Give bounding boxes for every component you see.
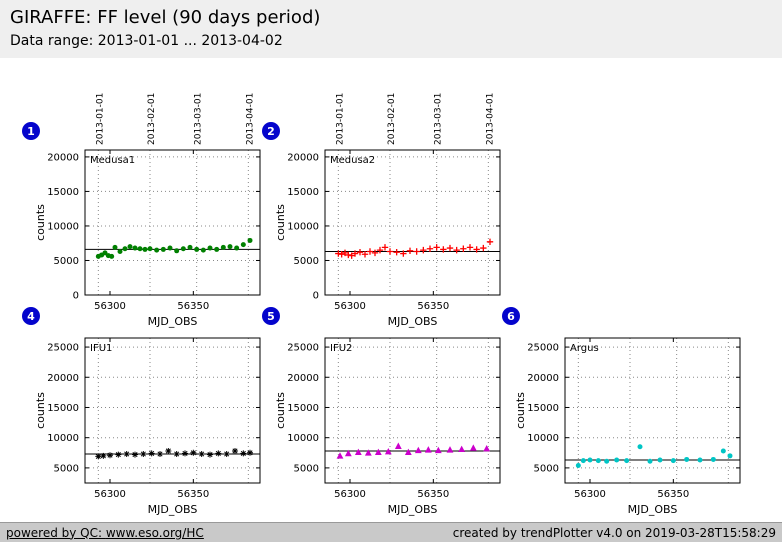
panel-number-badge-4: 4	[22, 307, 40, 325]
svg-text:10000: 10000	[287, 433, 319, 444]
svg-text:10000: 10000	[47, 433, 79, 444]
svg-text:20000: 20000	[287, 152, 319, 163]
chart-canvas-medusa2: 0 5000 10000 15000 20000 2013-01-01 2013-02-01…	[274, 93, 501, 328]
svg-text:56300: 56300	[94, 301, 126, 312]
chart-panel-ifu1: 5000 10000 15000 20000 25000 56300 56350 IFU1 co…	[30, 330, 275, 523]
svg-text:2013-01-01: 2013-01-01	[335, 93, 345, 145]
svg-text:Argus: Argus	[570, 343, 599, 354]
svg-text:25000: 25000	[527, 343, 559, 354]
svg-text:5000: 5000	[294, 463, 319, 474]
svg-text:15000: 15000	[47, 187, 79, 198]
svg-text:2013-04-01: 2013-04-01	[245, 93, 255, 145]
svg-text:IFU1: IFU1	[90, 343, 112, 354]
svg-text:15000: 15000	[287, 403, 319, 414]
report-header: GIRAFFE: FF level (90 days period) Data …	[0, 0, 782, 58]
svg-text:56300: 56300	[334, 301, 366, 312]
chart-canvas-ifu1: 5000 10000 15000 20000 25000 56300 56350 IFU1 co…	[34, 337, 261, 516]
svg-text:25000: 25000	[47, 343, 79, 354]
svg-text:5000: 5000	[294, 256, 319, 267]
svg-text:5000: 5000	[54, 256, 79, 267]
panel-number-badge-2: 2	[262, 122, 280, 140]
svg-text:2013-03-01: 2013-03-01	[434, 93, 444, 145]
svg-text:56350: 56350	[417, 489, 449, 500]
panel-number-badge-6: 6	[502, 307, 520, 325]
svg-text:2013-03-01: 2013-03-01	[194, 93, 204, 145]
svg-text:10000: 10000	[527, 433, 559, 444]
chart-canvas-argus: 5000 10000 15000 20000 25000 56300 56350 Argus c…	[514, 337, 741, 516]
chart-canvas-ifu2: 5000 10000 15000 20000 25000 56300 56350 IFU2 co…	[274, 337, 501, 516]
svg-text:20000: 20000	[47, 373, 79, 384]
svg-text:MJD_OBS: MJD_OBS	[148, 503, 198, 516]
svg-text:IFU2: IFU2	[330, 343, 352, 354]
svg-text:2013-02-01: 2013-02-01	[387, 93, 397, 145]
svg-text:20000: 20000	[527, 373, 559, 384]
svg-text:MJD_OBS: MJD_OBS	[628, 503, 678, 516]
page-title: GIRAFFE: FF level (90 days period)	[10, 7, 321, 28]
svg-text:counts: counts	[274, 392, 287, 429]
svg-text:20000: 20000	[47, 152, 79, 163]
svg-text:MJD_OBS: MJD_OBS	[388, 315, 438, 328]
svg-text:0: 0	[313, 291, 319, 302]
svg-text:Medusa2: Medusa2	[330, 155, 375, 166]
svg-text:Medusa1: Medusa1	[90, 155, 135, 166]
svg-text:56350: 56350	[177, 489, 209, 500]
svg-text:5000: 5000	[54, 463, 79, 474]
svg-text:MJD_OBS: MJD_OBS	[388, 503, 438, 516]
chart-panel-medusa1: 0 5000 10000 15000 20000 2013-01-01 2013-02-01…	[30, 80, 275, 335]
svg-text:counts: counts	[274, 204, 287, 241]
svg-text:2013-02-01: 2013-02-01	[147, 93, 157, 145]
footer-powered-by: powered by QC: www.eso.org/HC	[6, 526, 204, 540]
svg-text:56350: 56350	[657, 489, 689, 500]
report-footer: powered by QC: www.eso.org/HC created by…	[0, 522, 782, 542]
qc-link[interactable]: www.eso.org/HC	[105, 525, 204, 540]
svg-text:56300: 56300	[574, 489, 606, 500]
svg-text:56300: 56300	[334, 489, 366, 500]
svg-text:10000: 10000	[287, 221, 319, 232]
chart-panel-argus: 5000 10000 15000 20000 25000 56300 56350 Argus c…	[510, 330, 755, 523]
svg-text:2013-01-01: 2013-01-01	[95, 93, 105, 145]
svg-text:2013-04-01: 2013-04-01	[485, 93, 495, 145]
svg-text:25000: 25000	[287, 343, 319, 354]
svg-text:56350: 56350	[417, 301, 449, 312]
panel-number-badge-1: 1	[22, 122, 40, 140]
date-range-subtitle: Data range: 2013-01-01 ... 2013-04-02	[10, 33, 283, 49]
svg-text:15000: 15000	[47, 403, 79, 414]
footer-created-by: created by trendPlotter v4.0 on 2019-03-…	[452, 525, 776, 540]
svg-text:10000: 10000	[47, 221, 79, 232]
footer-powered-by-prefix: powered by QC:	[6, 525, 106, 540]
svg-text:20000: 20000	[287, 373, 319, 384]
chart-canvas-medusa1: 0 5000 10000 15000 20000 2013-01-01 2013-02-01…	[34, 93, 261, 328]
svg-text:0: 0	[73, 291, 79, 302]
svg-text:15000: 15000	[527, 403, 559, 414]
svg-text:MJD_OBS: MJD_OBS	[148, 315, 198, 328]
svg-text:56350: 56350	[177, 301, 209, 312]
svg-text:counts: counts	[34, 204, 47, 241]
chart-panel-medusa2: 0 5000 10000 15000 20000 2013-01-01 2013-02-01…	[270, 80, 515, 335]
svg-text:counts: counts	[514, 392, 527, 429]
svg-text:counts: counts	[34, 392, 47, 429]
svg-text:56300: 56300	[94, 489, 126, 500]
svg-text:15000: 15000	[287, 187, 319, 198]
chart-panel-ifu2: 5000 10000 15000 20000 25000 56300 56350 IFU2 co…	[270, 330, 515, 523]
panel-number-badge-5: 5	[262, 307, 280, 325]
plots-area: 0 5000 10000 15000 20000 2013-01-01 2013-02-01…	[0, 58, 782, 522]
svg-text:5000: 5000	[534, 463, 559, 474]
